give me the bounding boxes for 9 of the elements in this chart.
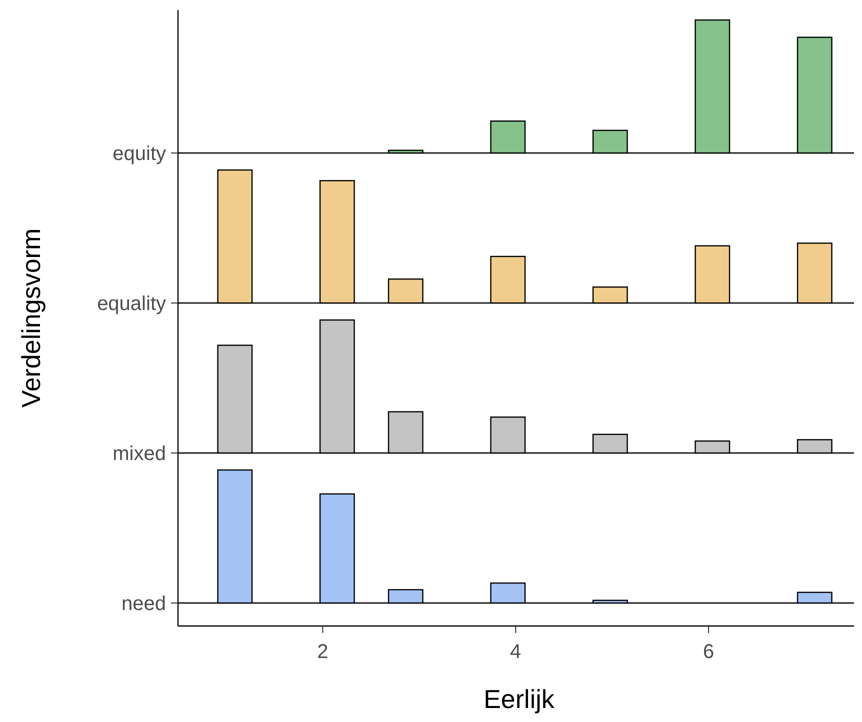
x-tick-label: 6	[702, 641, 714, 663]
text: mixed	[112, 443, 166, 465]
x-tick-label: 4	[510, 641, 522, 663]
text: equality	[97, 293, 166, 315]
x-tick-label: 2	[317, 641, 328, 663]
x-axis-title: Eerlijk	[484, 684, 556, 714]
text: need	[122, 593, 166, 615]
text: equity	[112, 143, 166, 165]
y-axis-title: Verdelingsvorm	[16, 228, 46, 408]
